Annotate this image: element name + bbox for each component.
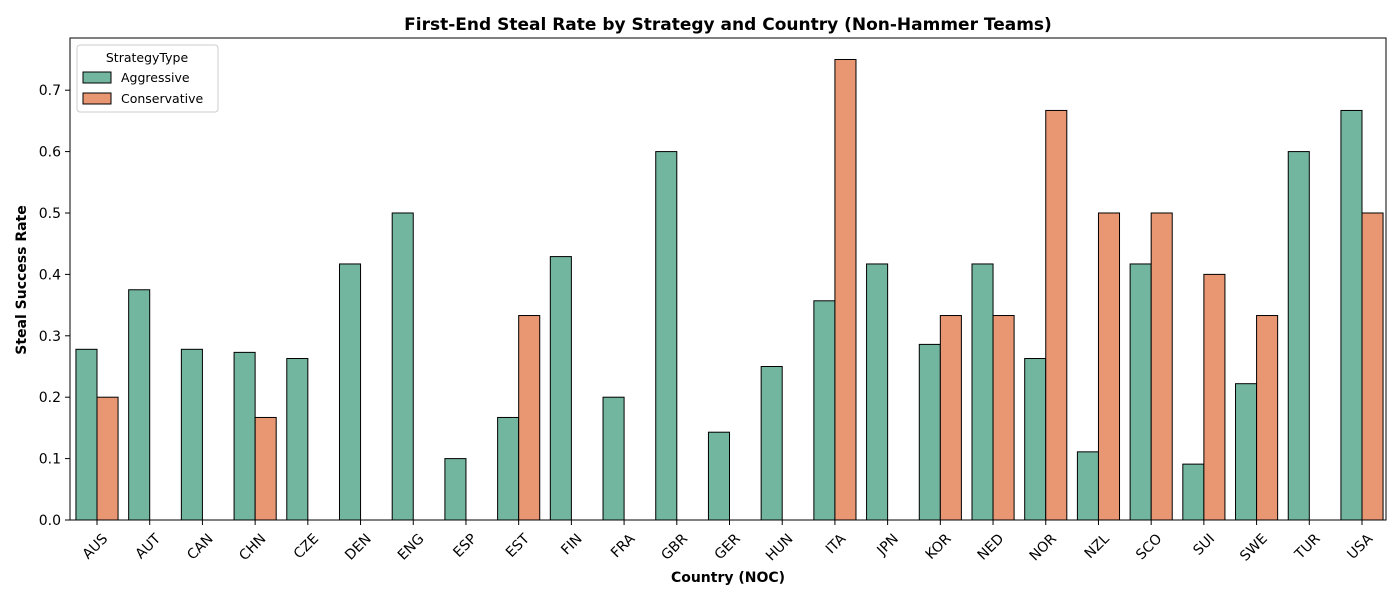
bar-aggressive-ned: [971, 263, 994, 521]
bar-conservative-kor: [939, 315, 962, 521]
bar-aggressive-eng: [391, 212, 414, 521]
bar-aggressive-tur: [1287, 151, 1310, 521]
y-tick-label: 0.7: [39, 83, 61, 99]
y-axis-ticks: 0.0 0.1 0.2 0.3 0.4 0.5 0.6 0.7: [39, 83, 70, 529]
bar-aggressive-den: [338, 263, 362, 521]
y-tick-label: 0.4: [39, 267, 61, 283]
bar-aggressive-ger: [707, 431, 731, 521]
bar-conservative-nor: [1045, 109, 1068, 521]
bar-aggressive-kor: [918, 343, 941, 521]
bar-aggressive-cze: [286, 358, 309, 521]
y-tick-label: 0.3: [39, 329, 61, 345]
legend-swatch-conservative: [82, 92, 112, 105]
bar-conservative-chn: [254, 416, 277, 521]
bars-group: [75, 58, 1384, 521]
bar-aggressive-nzl: [1076, 451, 1099, 521]
y-tick-label: 0.1: [39, 452, 61, 468]
bar-conservative-est: [518, 315, 541, 521]
bar-aggressive-swe: [1235, 383, 1258, 521]
bar-aggressive-usa: [1340, 109, 1363, 521]
bar-aggressive-jpn: [866, 263, 889, 521]
bar-conservative-sco: [1150, 212, 1173, 521]
bar-aggressive-can: [180, 348, 203, 521]
plot-frame: [69, 37, 1387, 521]
bar-conservative-usa: [1361, 212, 1384, 521]
legend-label-conservative: Conservative: [121, 91, 203, 106]
bar-aggressive-gbr: [655, 151, 678, 521]
bar-conservative-aus: [96, 396, 119, 521]
bar-aggressive-aus: [75, 348, 98, 521]
legend-swatch-aggressive: [82, 71, 112, 84]
legend-box: [76, 44, 219, 113]
legend: StrategyType Aggressive Conservative: [76, 44, 219, 113]
bar-aggressive-hun: [760, 366, 783, 521]
bar-aggressive-aut: [128, 289, 151, 521]
legend-label-aggressive: Aggressive: [121, 70, 190, 85]
bar-aggressive-nor: [1024, 358, 1047, 521]
bar-conservative-swe: [1256, 315, 1279, 521]
y-axis-label: Steal Success Rate: [14, 205, 30, 355]
bar-conservative-nzl: [1097, 212, 1121, 521]
bar-aggressive-chn: [233, 351, 256, 521]
bar-aggressive-fin: [549, 256, 572, 521]
bar-aggressive-sui: [1182, 463, 1205, 521]
bar-conservative-ned: [992, 315, 1015, 521]
bar-aggressive-fra: [602, 396, 625, 521]
bar-aggressive-sco: [1129, 263, 1152, 521]
bar-conservative-ita: [834, 58, 857, 521]
bar-conservative-sui: [1203, 273, 1226, 521]
legend-title: StrategyType: [106, 50, 189, 65]
y-tick-label: 0.0: [39, 513, 61, 529]
bar-aggressive-ita: [813, 300, 836, 521]
x-axis-label: Country (NOC): [671, 570, 785, 586]
y-tick-label: 0.5: [39, 206, 61, 222]
chart-title: First-End Steal Rate by Strategy and Cou…: [404, 15, 1052, 35]
y-tick-label: 0.2: [39, 390, 61, 406]
bar-aggressive-esp: [444, 458, 467, 521]
y-tick-label: 0.6: [39, 145, 61, 161]
bar-aggressive-est: [497, 416, 520, 521]
